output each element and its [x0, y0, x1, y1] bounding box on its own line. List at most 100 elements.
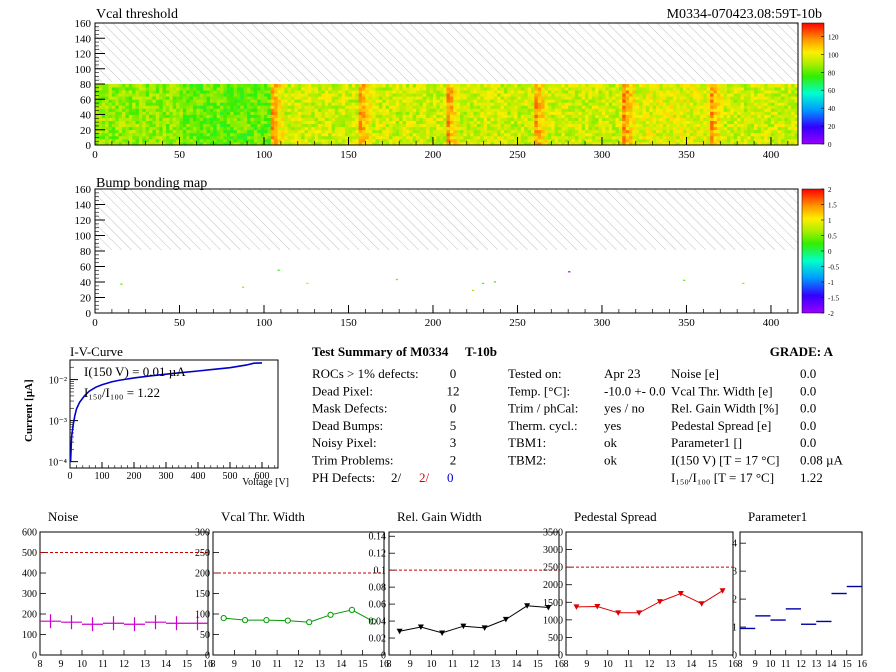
- vcal-cell: [777, 111, 782, 115]
- vcal-cell: [659, 138, 664, 143]
- vcal-cell: [466, 102, 471, 106]
- vcal-cell: [324, 108, 329, 112]
- vcal-cell: [615, 105, 620, 109]
- vcal-cell: [503, 141, 508, 146]
- vcal-cell: [547, 114, 552, 118]
- vcal-cell: [723, 120, 728, 125]
- vcal-cell: [203, 132, 207, 137]
- vcal-cell: [683, 87, 687, 91]
- vcal-cell: [784, 120, 789, 125]
- vcal-cell: [727, 114, 731, 118]
- vcal-cell: [105, 84, 109, 88]
- vcal-cell: [108, 108, 113, 112]
- vcal-cell: [581, 84, 586, 88]
- vcal-cell: [686, 87, 691, 91]
- vcal-cell: [155, 84, 160, 88]
- vcal-cell: [432, 126, 437, 131]
- vcal-cell: [781, 132, 785, 137]
- vcal-cell: [429, 114, 434, 118]
- vcal-cell: [564, 87, 569, 91]
- vcal-cell: [791, 129, 796, 134]
- vcal-cell: [105, 102, 109, 106]
- vcal-cell: [399, 93, 403, 97]
- vcal-cell: [470, 84, 474, 88]
- vcal-cell: [301, 114, 305, 118]
- vcal-cell: [385, 141, 390, 146]
- vcal-cell: [456, 99, 461, 103]
- vcal-cell: [392, 87, 397, 91]
- iv-curve-title: I-V-Curve: [70, 344, 123, 359]
- vcal-cell: [696, 96, 701, 100]
- vcal-cell: [270, 132, 275, 137]
- vcal-cell: [466, 123, 471, 128]
- vcal-cell: [389, 111, 393, 115]
- vcal-cell: [395, 114, 400, 118]
- summary-value: 0.08 µA: [800, 453, 843, 468]
- vcal-cell: [145, 117, 150, 121]
- vcal-cell: [612, 102, 616, 106]
- vcal-cell: [179, 114, 184, 118]
- vcal-map-cells: [95, 84, 799, 146]
- vcal-cell: [750, 96, 755, 100]
- vcal-cell: [632, 126, 637, 131]
- vcal-cell: [493, 141, 498, 146]
- vcal-cell: [710, 84, 714, 88]
- vcal-cell: [149, 84, 153, 88]
- vcal-cell: [230, 87, 234, 91]
- vcal-cell: [196, 90, 201, 94]
- vcal-cell: [165, 93, 170, 97]
- x-tick-label: 11: [98, 659, 108, 670]
- vcal-cell: [297, 132, 302, 137]
- vcal-cell: [291, 123, 295, 128]
- vcal-cell: [561, 126, 566, 131]
- vcal-cell: [730, 132, 735, 137]
- vcal-cell: [304, 99, 309, 103]
- vcal-cell: [463, 87, 468, 91]
- vcal-cell: [362, 111, 366, 115]
- vcal-cell: [301, 105, 305, 109]
- vcal-cell: [470, 90, 474, 94]
- vcal-cell: [111, 138, 116, 143]
- vcal-cell: [348, 117, 353, 121]
- vcal-cell: [503, 90, 508, 94]
- vcal-cell: [128, 123, 133, 128]
- vcal-cell: [294, 141, 299, 146]
- x-tick-label: 14: [336, 659, 346, 670]
- vcal-cell: [426, 135, 430, 140]
- vcal-cell: [334, 84, 339, 88]
- vcal-cell: [510, 111, 515, 115]
- y-tick-label: 50: [200, 630, 210, 641]
- vcal-cell: [412, 117, 417, 121]
- vcal-cell: [182, 108, 187, 112]
- vcal-cell: [554, 126, 559, 131]
- vcal-cell: [591, 117, 596, 121]
- vcal-cell: [615, 93, 620, 97]
- vcal-cell: [754, 123, 758, 128]
- vcal-cell: [770, 99, 775, 103]
- vcal-cell: [500, 105, 505, 109]
- vcal-cell: [206, 87, 211, 91]
- bump-defect-pixel: [277, 269, 280, 271]
- vcal-cell: [672, 117, 677, 121]
- vcal-cell: [679, 126, 684, 131]
- vcal-cell: [145, 141, 150, 146]
- vcal-cell: [639, 84, 643, 88]
- vcal-cell: [368, 108, 373, 112]
- vcal-cell: [493, 126, 498, 131]
- vcal-cell: [622, 114, 627, 118]
- vcal-cell: [145, 111, 150, 115]
- vcal-cell: [223, 120, 228, 125]
- vcal-cell: [767, 111, 772, 115]
- vcal-cell: [236, 93, 241, 97]
- vcal-cell: [561, 114, 566, 118]
- vcal-cell: [669, 114, 674, 118]
- vcal-cell: [476, 135, 481, 140]
- vcal-cell: [629, 93, 633, 97]
- vcal-cell: [199, 123, 204, 128]
- vcal-cell: [338, 90, 343, 94]
- vcal-cell: [307, 84, 312, 88]
- vcal-cell: [635, 105, 640, 109]
- y-tick-label: 0.02: [369, 634, 387, 645]
- vcal-cell: [568, 114, 572, 118]
- vcal-cell: [294, 126, 299, 131]
